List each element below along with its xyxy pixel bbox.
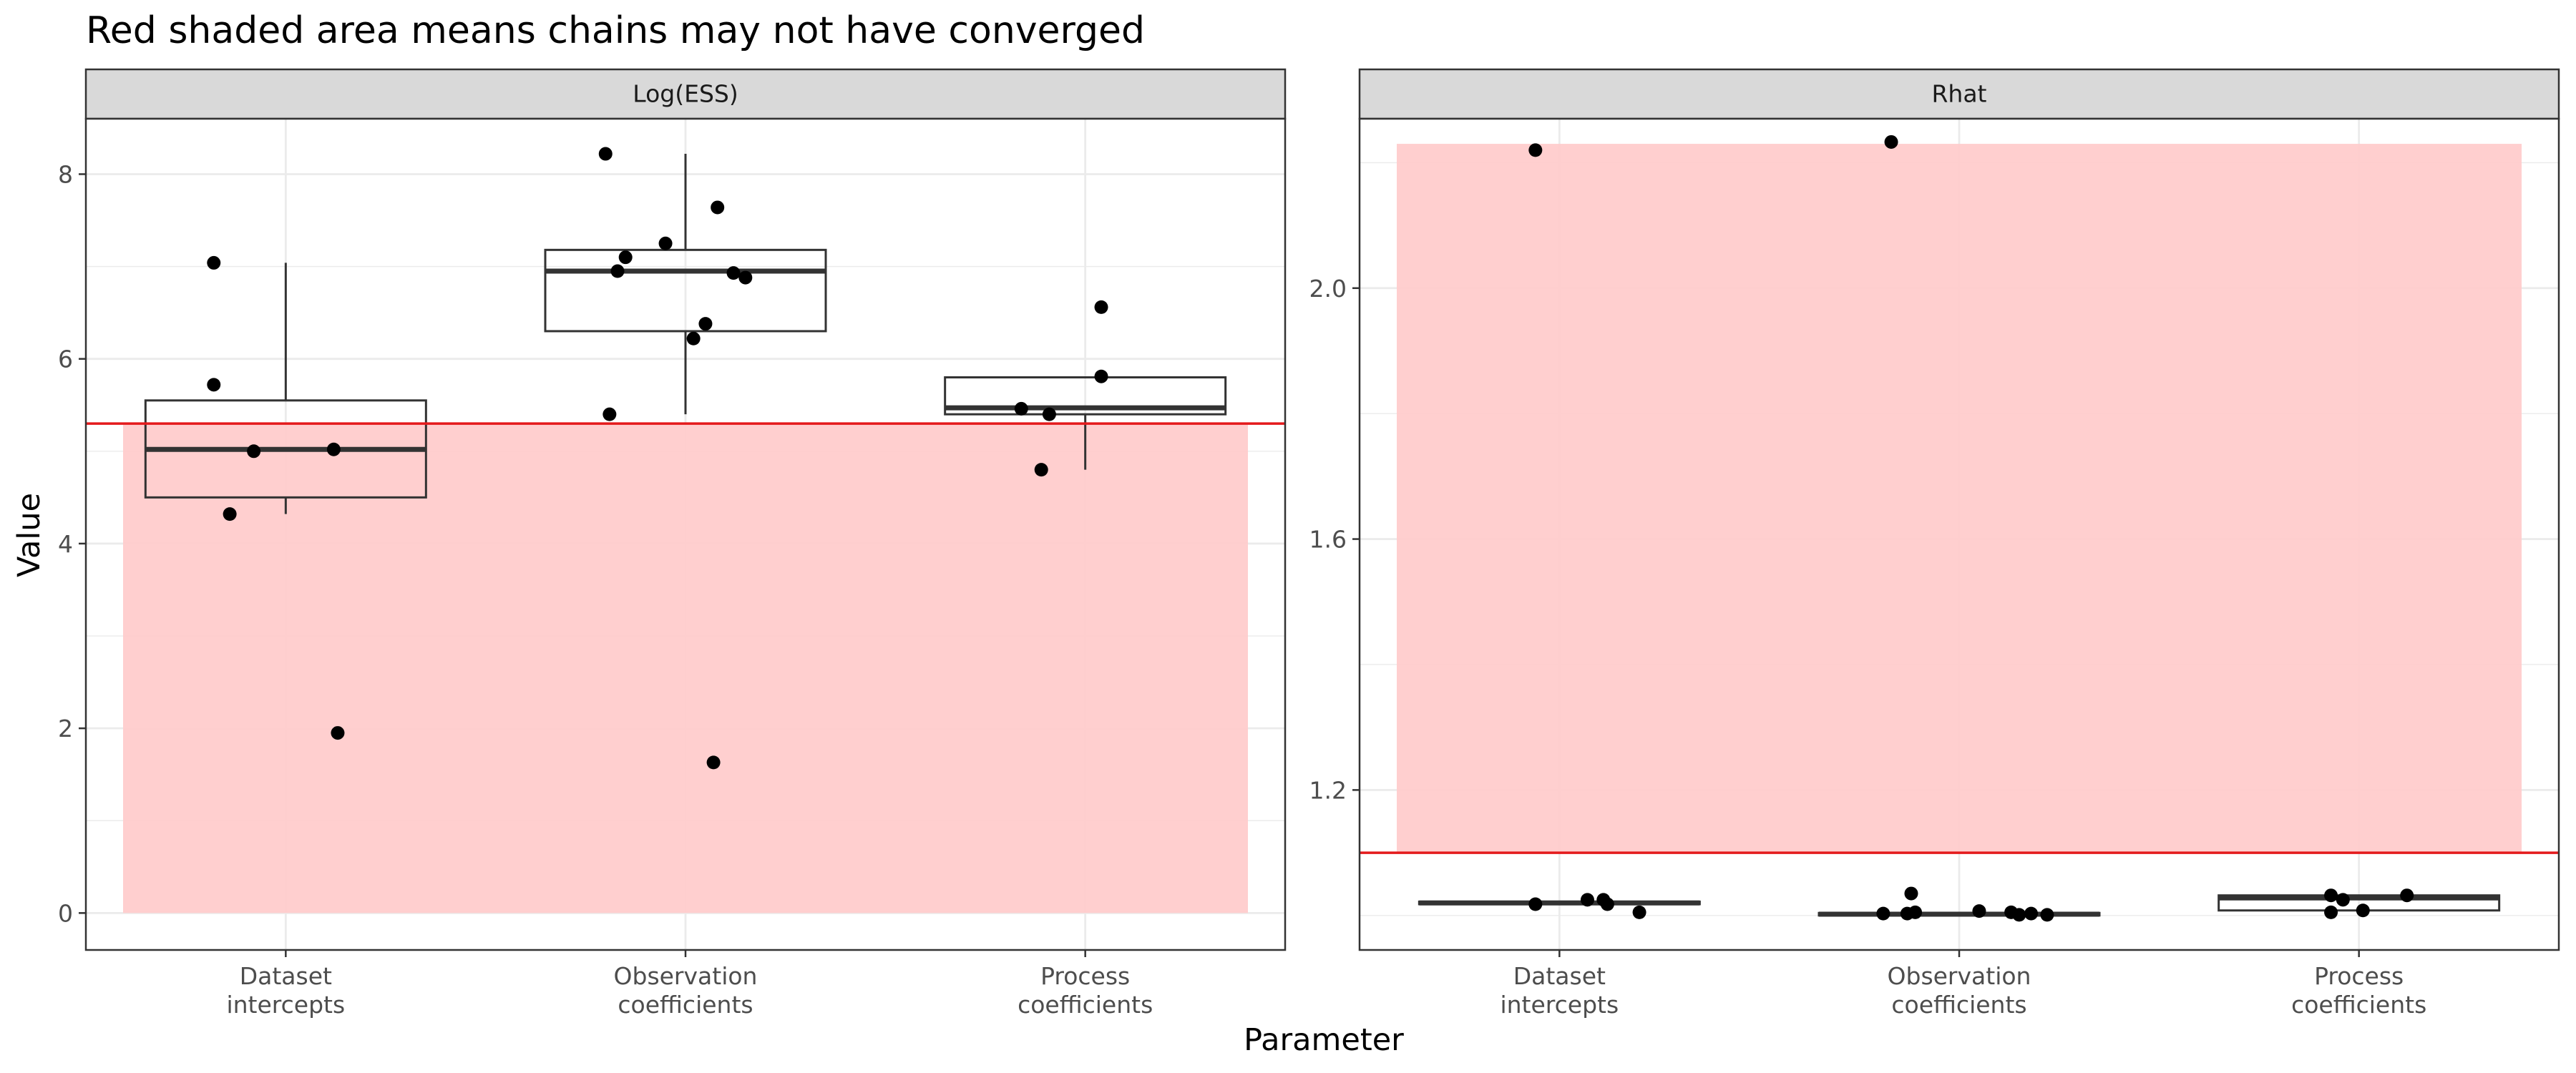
data-point xyxy=(2040,908,2054,922)
y-tick-label: 4 xyxy=(58,530,73,558)
x-tick-label: Observation coefficients xyxy=(614,962,758,1019)
data-point xyxy=(247,444,261,459)
data-point xyxy=(602,407,617,421)
data-point xyxy=(711,200,725,215)
x-tick-label-line: intercepts xyxy=(226,991,345,1019)
data-point xyxy=(1034,463,1048,477)
data-point xyxy=(1014,401,1028,416)
box-1 xyxy=(544,154,827,415)
y-tick-label: 6 xyxy=(58,346,73,373)
x-tick-label-line: Dataset xyxy=(1513,962,1606,990)
y-tick-label: 0 xyxy=(58,899,73,927)
x-tick-label-line: Process xyxy=(1040,962,1130,990)
data-point xyxy=(1632,905,1646,919)
data-point xyxy=(1094,369,1108,383)
data-point xyxy=(658,236,673,250)
data-point xyxy=(2356,903,2370,918)
chart-title: Red shaded area means chains may not hav… xyxy=(86,9,1145,52)
data-point xyxy=(1972,904,1986,918)
facet-strip xyxy=(1358,68,2560,120)
data-point xyxy=(1094,300,1108,314)
x-tick-label-line: coefficients xyxy=(1018,991,1153,1019)
box-0 xyxy=(144,263,427,514)
y-tick-label: 1.2 xyxy=(1309,776,1347,804)
x-tick-label-line: Process xyxy=(2314,962,2404,990)
data-point xyxy=(223,507,237,521)
data-point xyxy=(1904,886,1918,901)
facet-strip xyxy=(84,68,1287,120)
y-tick-label: 2 xyxy=(58,715,73,743)
y-tick-label: 2.0 xyxy=(1309,275,1347,303)
x-tick-label-line: intercepts xyxy=(1500,991,1619,1019)
data-point xyxy=(2400,888,2414,903)
data-point xyxy=(1876,906,1890,921)
data-point xyxy=(207,378,221,392)
non-convergence-shade xyxy=(1397,144,2522,853)
data-point xyxy=(1600,897,1614,911)
data-point xyxy=(1884,134,1898,149)
data-point xyxy=(610,264,625,278)
data-point xyxy=(2336,893,2350,907)
data-point xyxy=(598,147,613,161)
x-tick-label-line: coefficients xyxy=(618,991,753,1019)
data-point xyxy=(618,250,633,265)
x-tick-label-line: Dataset xyxy=(240,962,332,990)
data-point xyxy=(326,442,341,456)
x-tick-label-line: Observation xyxy=(614,962,758,990)
x-tick-label-line: coefficients xyxy=(2291,991,2426,1019)
y-axis-title: Value xyxy=(11,493,47,577)
data-point xyxy=(706,755,721,770)
data-point xyxy=(331,726,345,740)
x-tick-label: Process coefficients xyxy=(2291,962,2426,1019)
data-point xyxy=(2012,908,2026,922)
facet-panel-rhat: Rhat 1.2 1.6 2.0 Dataset intercepts Observatio… xyxy=(1309,68,2560,1019)
x-tick-label: Observation coefficients xyxy=(1888,962,2031,1019)
box-1 xyxy=(1818,911,2101,917)
data-point xyxy=(2324,905,2338,919)
data-point xyxy=(1580,893,1594,907)
data-point xyxy=(726,266,741,280)
box-0 xyxy=(1418,900,1701,906)
data-point xyxy=(1528,143,1543,157)
box-iqr xyxy=(544,248,827,333)
data-point xyxy=(207,255,221,270)
data-point xyxy=(738,270,753,285)
x-tick-label: Process coefficients xyxy=(1018,962,1153,1019)
x-tick-label-line: Observation xyxy=(1888,962,2031,990)
facet-panel-log-ess: Log(ESS) 0 2 4 6 8 Dataset intercepts Observatio… xyxy=(58,68,1287,1019)
non-convergence-shade xyxy=(123,423,1248,913)
y-tick-label: 1.6 xyxy=(1309,526,1347,554)
data-point xyxy=(1908,905,1923,919)
x-tick-label: Dataset intercepts xyxy=(226,962,345,1019)
data-point xyxy=(1528,897,1543,911)
data-point xyxy=(1042,407,1056,421)
x-axis-title: Parameter xyxy=(1244,1022,1404,1058)
y-tick-label: 8 xyxy=(58,160,73,188)
data-point xyxy=(686,331,701,346)
facet-strip-label: Log(ESS) xyxy=(633,80,738,108)
facet-strip-label: Rhat xyxy=(1931,80,1986,108)
data-point xyxy=(698,317,713,331)
x-tick-label-line: coefficients xyxy=(1891,991,2026,1019)
box-iqr xyxy=(944,376,1227,416)
x-tick-label: Dataset intercepts xyxy=(1500,962,1619,1019)
data-point xyxy=(2024,906,2039,921)
data-point xyxy=(2324,888,2338,903)
